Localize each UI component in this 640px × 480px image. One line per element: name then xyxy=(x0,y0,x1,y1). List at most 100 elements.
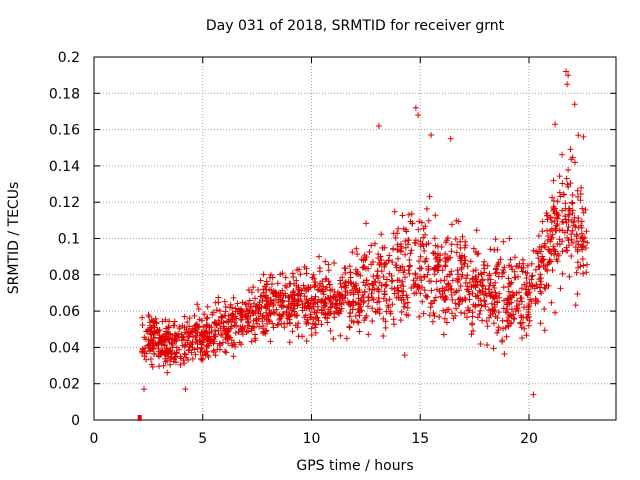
data-point xyxy=(397,265,404,271)
data-point xyxy=(327,327,334,334)
data-point xyxy=(565,166,572,173)
data-point xyxy=(574,193,581,200)
data-point xyxy=(278,313,285,320)
data-point xyxy=(350,280,357,287)
data-point xyxy=(476,311,483,317)
data-point xyxy=(392,234,399,241)
data-point xyxy=(149,338,156,345)
data-point xyxy=(425,240,432,247)
data-point xyxy=(478,302,485,309)
data-point xyxy=(148,345,154,352)
data-point xyxy=(182,386,189,393)
data-point xyxy=(415,226,422,233)
data-point xyxy=(210,309,217,316)
data-point xyxy=(337,332,344,339)
data-point xyxy=(457,238,464,245)
data-point xyxy=(444,254,451,261)
data-point xyxy=(525,304,532,311)
y-tick-label: 0.14 xyxy=(49,159,80,175)
data-point xyxy=(289,328,296,335)
data-point xyxy=(526,280,533,287)
data-point xyxy=(507,256,514,263)
data-point xyxy=(390,246,396,253)
data-point xyxy=(148,356,154,362)
data-point xyxy=(178,337,185,344)
data-point xyxy=(568,231,575,238)
data-point xyxy=(405,211,412,218)
data-point xyxy=(485,276,491,283)
data-point xyxy=(559,270,566,277)
data-point xyxy=(518,265,525,271)
data-point xyxy=(164,335,171,342)
data-point xyxy=(239,299,246,306)
data-point xyxy=(541,306,548,312)
data-point xyxy=(395,225,402,232)
data-point xyxy=(390,316,397,323)
data-point xyxy=(517,295,524,302)
data-point xyxy=(270,324,277,331)
data-point xyxy=(285,304,292,311)
data-point xyxy=(516,260,523,267)
data-point xyxy=(484,342,491,348)
y-axis-label: SRMTID / TECUs xyxy=(6,182,22,295)
data-point xyxy=(235,329,242,335)
data-point xyxy=(566,273,573,280)
data-point xyxy=(338,301,345,308)
data-point xyxy=(406,257,413,263)
data-point xyxy=(434,286,440,293)
data-point xyxy=(213,307,220,313)
data-point xyxy=(315,317,322,324)
data-point xyxy=(431,235,438,242)
data-point xyxy=(469,290,476,297)
data-point xyxy=(550,177,557,184)
data-point xyxy=(374,306,381,313)
data-point xyxy=(541,240,548,247)
data-point xyxy=(577,197,584,204)
data-point xyxy=(442,251,449,257)
data-point xyxy=(160,362,167,369)
data-point xyxy=(438,244,445,250)
data-point xyxy=(500,267,507,273)
data-point xyxy=(225,319,232,326)
data-point xyxy=(284,315,291,322)
data-point xyxy=(376,261,383,268)
data-point xyxy=(195,305,202,312)
data-point xyxy=(568,199,575,206)
data-point xyxy=(286,303,292,310)
data-point xyxy=(430,249,437,256)
data-point xyxy=(184,319,191,326)
data-point xyxy=(146,341,153,347)
data-point xyxy=(215,299,222,306)
data-point xyxy=(189,325,196,332)
data-point xyxy=(256,301,262,308)
data-point xyxy=(541,263,548,269)
data-point xyxy=(355,289,362,296)
data-point xyxy=(353,245,360,252)
data-point xyxy=(569,207,576,214)
data-point xyxy=(548,250,555,257)
data-point xyxy=(563,175,570,182)
data-point xyxy=(566,242,572,249)
data-point xyxy=(382,283,389,289)
data-point xyxy=(535,232,542,239)
data-point xyxy=(169,342,176,348)
data-point xyxy=(267,311,274,318)
data-point xyxy=(225,340,232,347)
data-point xyxy=(350,319,357,326)
data-point xyxy=(295,333,302,340)
data-point xyxy=(487,293,494,300)
data-point xyxy=(314,307,321,314)
data-point xyxy=(162,331,169,338)
data-point xyxy=(443,319,450,326)
data-point xyxy=(506,300,513,307)
data-point xyxy=(331,310,337,317)
data-point xyxy=(313,321,319,328)
data-point xyxy=(145,312,152,318)
data-point xyxy=(238,326,245,333)
data-point xyxy=(428,278,434,285)
data-point xyxy=(204,314,211,321)
data-point xyxy=(203,315,210,322)
data-point xyxy=(263,327,270,334)
data-point xyxy=(411,239,418,246)
